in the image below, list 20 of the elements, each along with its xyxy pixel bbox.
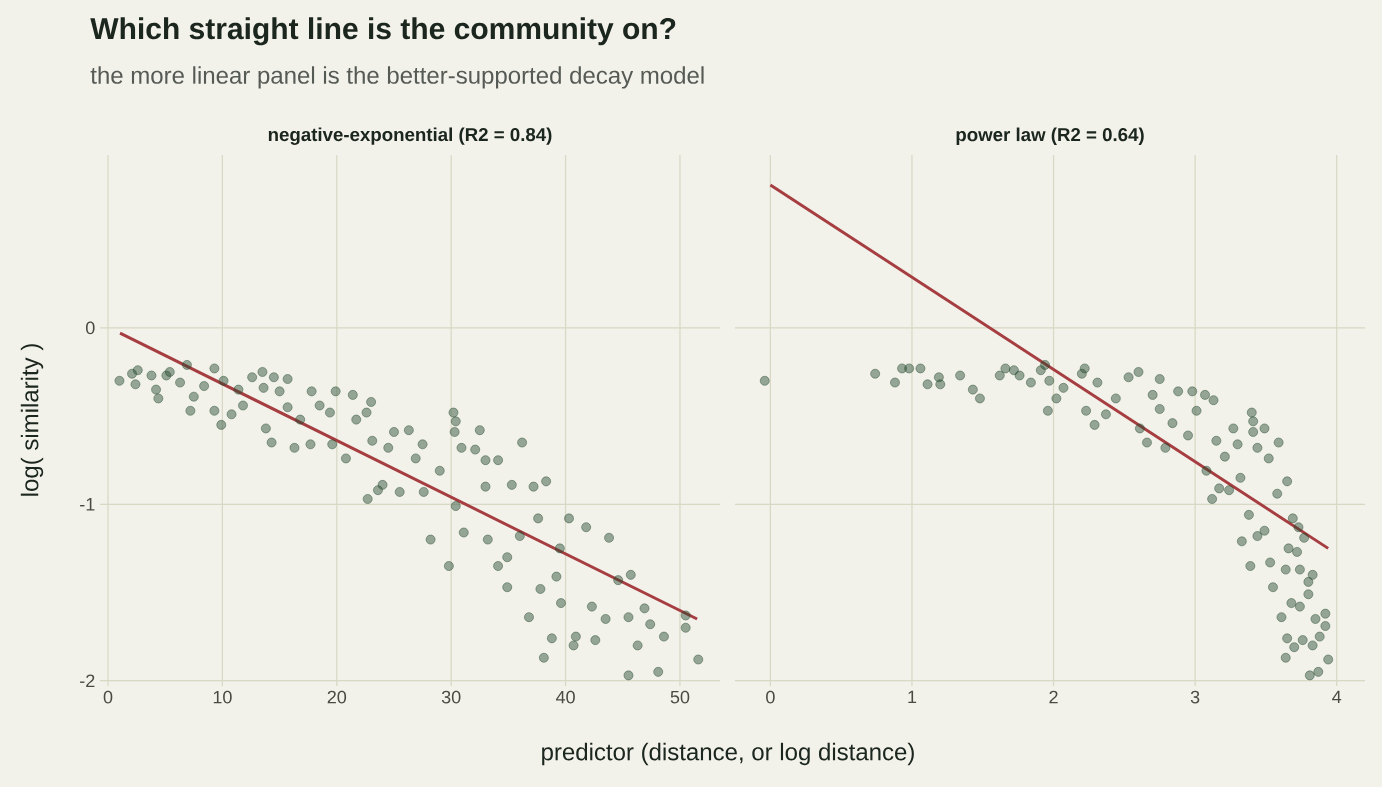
y-tick-label: 0 bbox=[86, 321, 95, 335]
x-tick-label: 4 bbox=[1332, 690, 1342, 704]
x-tick-label: 3 bbox=[1190, 690, 1200, 704]
text: negative-exponential (R2 = 0.84) bbox=[268, 127, 552, 145]
x-tick-label: 50 bbox=[670, 690, 690, 704]
chart-title: Which straight line is the community on? bbox=[90, 17, 676, 46]
x-tick-label: 20 bbox=[327, 690, 347, 704]
x-axis-title: predictor (distance, or log distance) bbox=[542, 742, 914, 766]
y-tick-label: -2 bbox=[80, 674, 95, 687]
y-axis-title: log( similarity ) bbox=[20, 344, 44, 496]
x-tick-label: 1 bbox=[908, 690, 917, 704]
x-tick-label: 2 bbox=[1049, 690, 1058, 704]
y-tick-label: -1 bbox=[80, 498, 95, 511]
x-tick-label: 0 bbox=[766, 690, 775, 704]
x-tick-label: 10 bbox=[213, 690, 232, 704]
x-tick-label: 40 bbox=[555, 690, 575, 704]
x-tick-label: 30 bbox=[441, 690, 461, 704]
x-tick-label: 0 bbox=[103, 690, 113, 704]
chart-subtitle: the more linear panel is the better-supported decay model bbox=[90, 66, 704, 89]
text: power law (R2 = 0.64) bbox=[956, 127, 1144, 145]
